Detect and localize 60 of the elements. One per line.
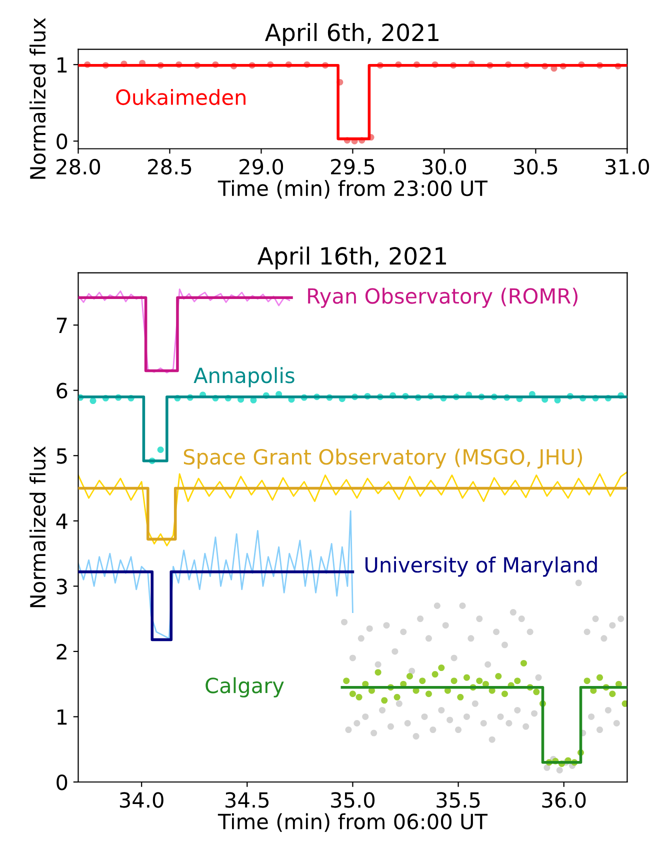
y-tick-label: 1 bbox=[58, 709, 67, 725]
point bbox=[438, 664, 445, 672]
y-tick-label: 7 bbox=[56, 318, 67, 333]
point bbox=[425, 690, 432, 698]
series-label: Annapolis bbox=[194, 367, 294, 388]
point bbox=[463, 674, 470, 681]
point bbox=[343, 678, 350, 684]
series-label: Ryan Observatory (ROMR) bbox=[308, 288, 578, 308]
point bbox=[520, 660, 527, 666]
x-tick-label: 34.0 bbox=[120, 792, 164, 808]
point bbox=[419, 678, 426, 684]
y-tick-label: 1 bbox=[58, 57, 67, 73]
point bbox=[476, 678, 483, 684]
x-tick-label: 28.5 bbox=[148, 158, 192, 175]
line-series bbox=[78, 510, 354, 640]
point bbox=[495, 672, 502, 680]
point bbox=[374, 669, 382, 676]
point bbox=[501, 690, 508, 698]
point bbox=[406, 672, 413, 680]
text: Calgary bbox=[206, 677, 284, 698]
point bbox=[349, 690, 356, 698]
point bbox=[381, 697, 388, 704]
y-tick-label: 5 bbox=[56, 448, 67, 464]
chart-title: April 16th, 2021 bbox=[257, 246, 446, 270]
line-series bbox=[78, 471, 628, 546]
point bbox=[394, 694, 400, 700]
point bbox=[457, 694, 464, 700]
x-tick-label: 30.0 bbox=[422, 158, 466, 175]
point bbox=[514, 678, 521, 684]
x-axis-title: Time (min) from 06:00 UT bbox=[218, 813, 488, 832]
x-tick-label: 29.5 bbox=[331, 158, 374, 175]
x-tick-label: 35.5 bbox=[436, 792, 480, 808]
y-axis-title: Normalized flux bbox=[30, 446, 46, 608]
x-tick-label: 34.5 bbox=[226, 792, 269, 808]
x-tick-label: 36.0 bbox=[542, 792, 586, 808]
x-tick-label: 31.0 bbox=[606, 158, 650, 175]
point bbox=[450, 678, 458, 684]
x-tick-label: 28.0 bbox=[56, 158, 100, 175]
y-tick-label: 6 bbox=[56, 382, 68, 399]
chart-title: April 6th, 2021 bbox=[264, 23, 438, 46]
point bbox=[596, 674, 604, 681]
point bbox=[432, 671, 438, 678]
x-axis-title: Time (min) from 23:00 UT bbox=[218, 180, 488, 199]
x-tick-label: 35.0 bbox=[331, 792, 375, 808]
series-label: Space Grant Observatory (MSGO, JHU) bbox=[184, 448, 582, 469]
point bbox=[609, 690, 616, 698]
point bbox=[356, 694, 362, 700]
y-axis-title: Normalized flux bbox=[30, 18, 46, 179]
series-label: Oukaimeden bbox=[116, 88, 246, 106]
y-tick-label: 2 bbox=[56, 644, 66, 660]
point bbox=[584, 678, 590, 684]
point bbox=[157, 446, 164, 454]
x-tick-label: 30.5 bbox=[514, 158, 558, 175]
y-tick-label: 3 bbox=[56, 578, 67, 594]
y-tick-label: 0 bbox=[56, 774, 68, 790]
series-label: University of Maryland bbox=[366, 556, 597, 577]
y-tick-label: 0 bbox=[56, 134, 68, 150]
point bbox=[533, 688, 540, 696]
y-tick-label: 4 bbox=[56, 514, 68, 529]
x-tick-label: 29.0 bbox=[240, 158, 284, 175]
